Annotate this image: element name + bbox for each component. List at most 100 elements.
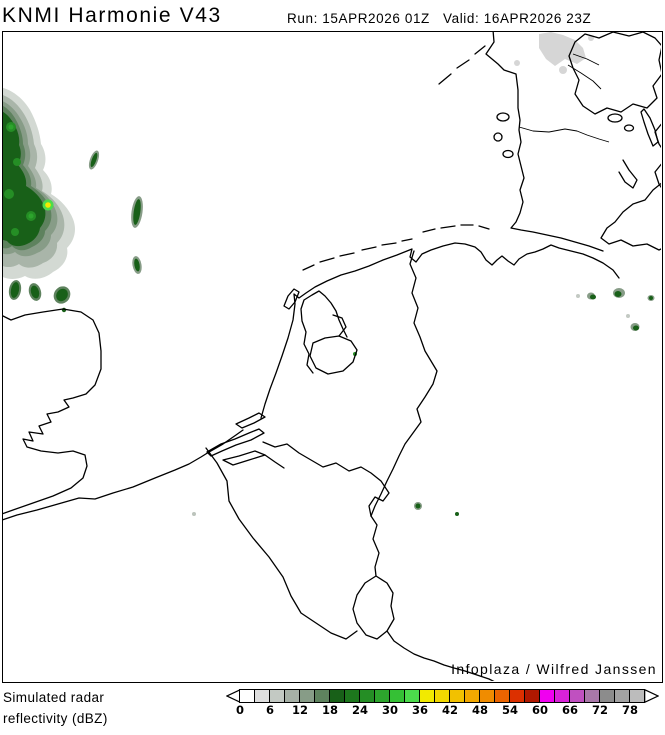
island-dash: [381, 242, 397, 246]
island-dash: [401, 238, 413, 242]
map-frame: Infoplaza / Wilfred Janssen: [2, 31, 663, 683]
coastline-layer: [3, 32, 661, 681]
border-fr-be: [205, 447, 358, 640]
border-nl-be: [262, 441, 390, 517]
colorbar-cell-0: [239, 689, 255, 703]
colorbar: 0 6 12 18 24 30 36 42 48 54 60 66 72 78: [226, 689, 659, 717]
legend-label: Simulated radar reflectivity (dBZ): [3, 687, 108, 729]
run-label: Run:: [287, 11, 318, 26]
border-fr-de: [386, 630, 495, 681]
thin-border-layer: [518, 53, 610, 143]
precip-main-core-darkgreen: [3, 111, 46, 247]
colorbar-cell-69: [584, 689, 600, 703]
island-dash: [438, 73, 452, 85]
colorbar-cell-51: [494, 689, 510, 703]
colorbar-cell-12: [299, 689, 315, 703]
precip-yellow-core: [45, 202, 51, 208]
colorbar-tick-78: 78: [621, 703, 639, 717]
flevoland-polder: [309, 335, 358, 375]
colorbar-cell-18: [329, 689, 345, 703]
colorbar-cell-42: [449, 689, 465, 703]
colorbar-cell-33: [404, 689, 420, 703]
colorbar-tick-24: 24: [351, 703, 369, 717]
island-dash: [478, 225, 490, 230]
colorbar-cell-72: [599, 689, 615, 703]
colorbar-cell-21: [344, 689, 360, 703]
colorbar-right-arrow: [644, 689, 659, 703]
colorbar-cell-6: [269, 689, 285, 703]
flensburg-fjord: [572, 53, 600, 66]
coastline-right-edge: [654, 163, 661, 189]
precip-main-bright-spots: [8, 124, 34, 219]
valid-time: Valid: 16APR2026 23Z: [443, 11, 591, 26]
coastline-zeeland-island: [206, 428, 265, 457]
colorbar-tick-0: 0: [235, 703, 245, 717]
colorbar-ticks: 0 6 12 18 24 30 36 42 48 54 60 66 72 78: [236, 703, 645, 717]
small-island: [623, 124, 635, 132]
colorbar-cell-48: [479, 689, 495, 703]
coastline-zeeland-island: [222, 450, 266, 466]
border-nl-de: [370, 250, 438, 517]
run-value: 15APR2026 01Z: [322, 11, 430, 26]
frisian-islet: [496, 112, 510, 122]
colorbar-tick-12: 12: [291, 703, 309, 717]
colorbar-cell-75: [614, 689, 630, 703]
colorbar-tick-6: 6: [265, 703, 275, 717]
colorbar-cell-57: [524, 689, 540, 703]
colorbar-tick-36: 36: [411, 703, 429, 717]
colorbar-cell-39: [434, 689, 450, 703]
island-dash: [456, 59, 470, 69]
colorbar-tick-18: 18: [321, 703, 339, 717]
scheldt-estuary: [264, 454, 285, 469]
precipitation-layer: [3, 32, 655, 516]
colorbar-cell-66: [569, 689, 585, 703]
kiel-fjord: [618, 159, 638, 189]
legend-label-line2: reflectivity (dBZ): [3, 711, 108, 726]
colorbar-cell-27: [374, 689, 390, 703]
precip-gray-patches: [514, 32, 594, 74]
colorbar-cell-60: [539, 689, 555, 703]
island-dash: [422, 228, 436, 233]
colorbar-cell-9: [284, 689, 300, 703]
border-de-dk: [518, 126, 610, 143]
island-dash: [319, 257, 335, 263]
precip-uk-coast-cells: [8, 280, 71, 313]
border-be-de: [370, 515, 380, 577]
coastline-france-belgium: [3, 429, 244, 521]
island-dash: [361, 246, 377, 251]
small-island: [607, 113, 623, 123]
colorbar-tick-48: 48: [471, 703, 489, 717]
colorbar-cell-78: [629, 689, 645, 703]
valid-value: 16APR2026 23Z: [483, 11, 592, 26]
precip-germany-cells: [576, 288, 655, 331]
island-dash: [474, 45, 486, 55]
coastline-netherlands-germany: [260, 242, 620, 419]
coastline-zeeland-island: [235, 412, 266, 429]
page-title: KNMI Harmonie V43: [2, 4, 222, 27]
colorbar-tick-72: 72: [591, 703, 609, 717]
colorbar-cell-15: [314, 689, 330, 703]
ijsselmeer-shore: [300, 290, 348, 374]
colorbar-cell-3: [254, 689, 270, 703]
frisian-islet: [502, 149, 514, 159]
colorbar-tick-30: 30: [381, 703, 399, 717]
colorbar-cells: 0 6 12 18 24 30 36 42 48 54 60 66 72 78: [236, 689, 645, 717]
colorbar-cell-36: [419, 689, 435, 703]
legend-label-line1: Simulated radar: [3, 690, 105, 705]
island-dash: [302, 264, 315, 271]
coastline-baltic-bays: [600, 182, 661, 251]
island-dash: [339, 252, 355, 257]
border-luxembourg: [352, 575, 395, 640]
colorbar-cell-30: [389, 689, 405, 703]
coastline-elbe-north-bank: [485, 32, 604, 252]
frisian-islet: [493, 132, 503, 142]
colorbar-tick-42: 42: [441, 703, 459, 717]
colorbar-tick-60: 60: [531, 703, 549, 717]
coastline-england: [3, 308, 102, 515]
colorbar-tick-54: 54: [501, 703, 519, 717]
noordoostpolder-line: [332, 314, 347, 337]
colorbar-cell-63: [554, 689, 570, 703]
precip-main-medium-spots: [4, 122, 36, 236]
precip-sea-streaks: [88, 150, 143, 274]
colorbar-cell-54: [509, 689, 525, 703]
